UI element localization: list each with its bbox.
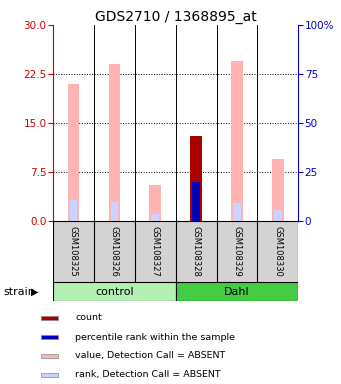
Bar [151, 214, 159, 221]
Text: percentile rank within the sample: percentile rank within the sample [75, 333, 235, 342]
Bar [108, 64, 120, 221]
Text: GSM108330: GSM108330 [273, 226, 282, 277]
Text: ▶: ▶ [31, 287, 39, 297]
Text: strain: strain [3, 287, 35, 297]
Text: GSM108327: GSM108327 [151, 226, 160, 277]
Bar [110, 202, 118, 221]
Bar [41, 372, 58, 377]
Bar [192, 182, 200, 221]
Bar [68, 84, 79, 221]
Bar [233, 203, 241, 221]
Text: rank, Detection Call = ABSENT: rank, Detection Call = ABSENT [75, 370, 221, 379]
Bar [190, 136, 202, 221]
Bar [272, 159, 284, 221]
Text: GSM108325: GSM108325 [69, 226, 78, 277]
Text: GSM108326: GSM108326 [110, 226, 119, 277]
Text: control: control [95, 287, 134, 297]
Bar [274, 210, 282, 221]
Bar [41, 336, 58, 339]
Bar [41, 354, 58, 358]
Text: count: count [75, 313, 102, 323]
Bar [70, 200, 77, 221]
Text: value, Detection Call = ABSENT: value, Detection Call = ABSENT [75, 351, 225, 360]
Bar [176, 282, 298, 301]
Bar [53, 282, 176, 301]
Text: Dahl: Dahl [224, 287, 250, 297]
Title: GDS2710 / 1368895_at: GDS2710 / 1368895_at [95, 10, 256, 24]
Text: GSM108329: GSM108329 [233, 226, 241, 277]
Bar [41, 316, 58, 320]
Text: GSM108328: GSM108328 [192, 226, 201, 277]
Bar [231, 61, 243, 221]
Bar [149, 185, 161, 221]
